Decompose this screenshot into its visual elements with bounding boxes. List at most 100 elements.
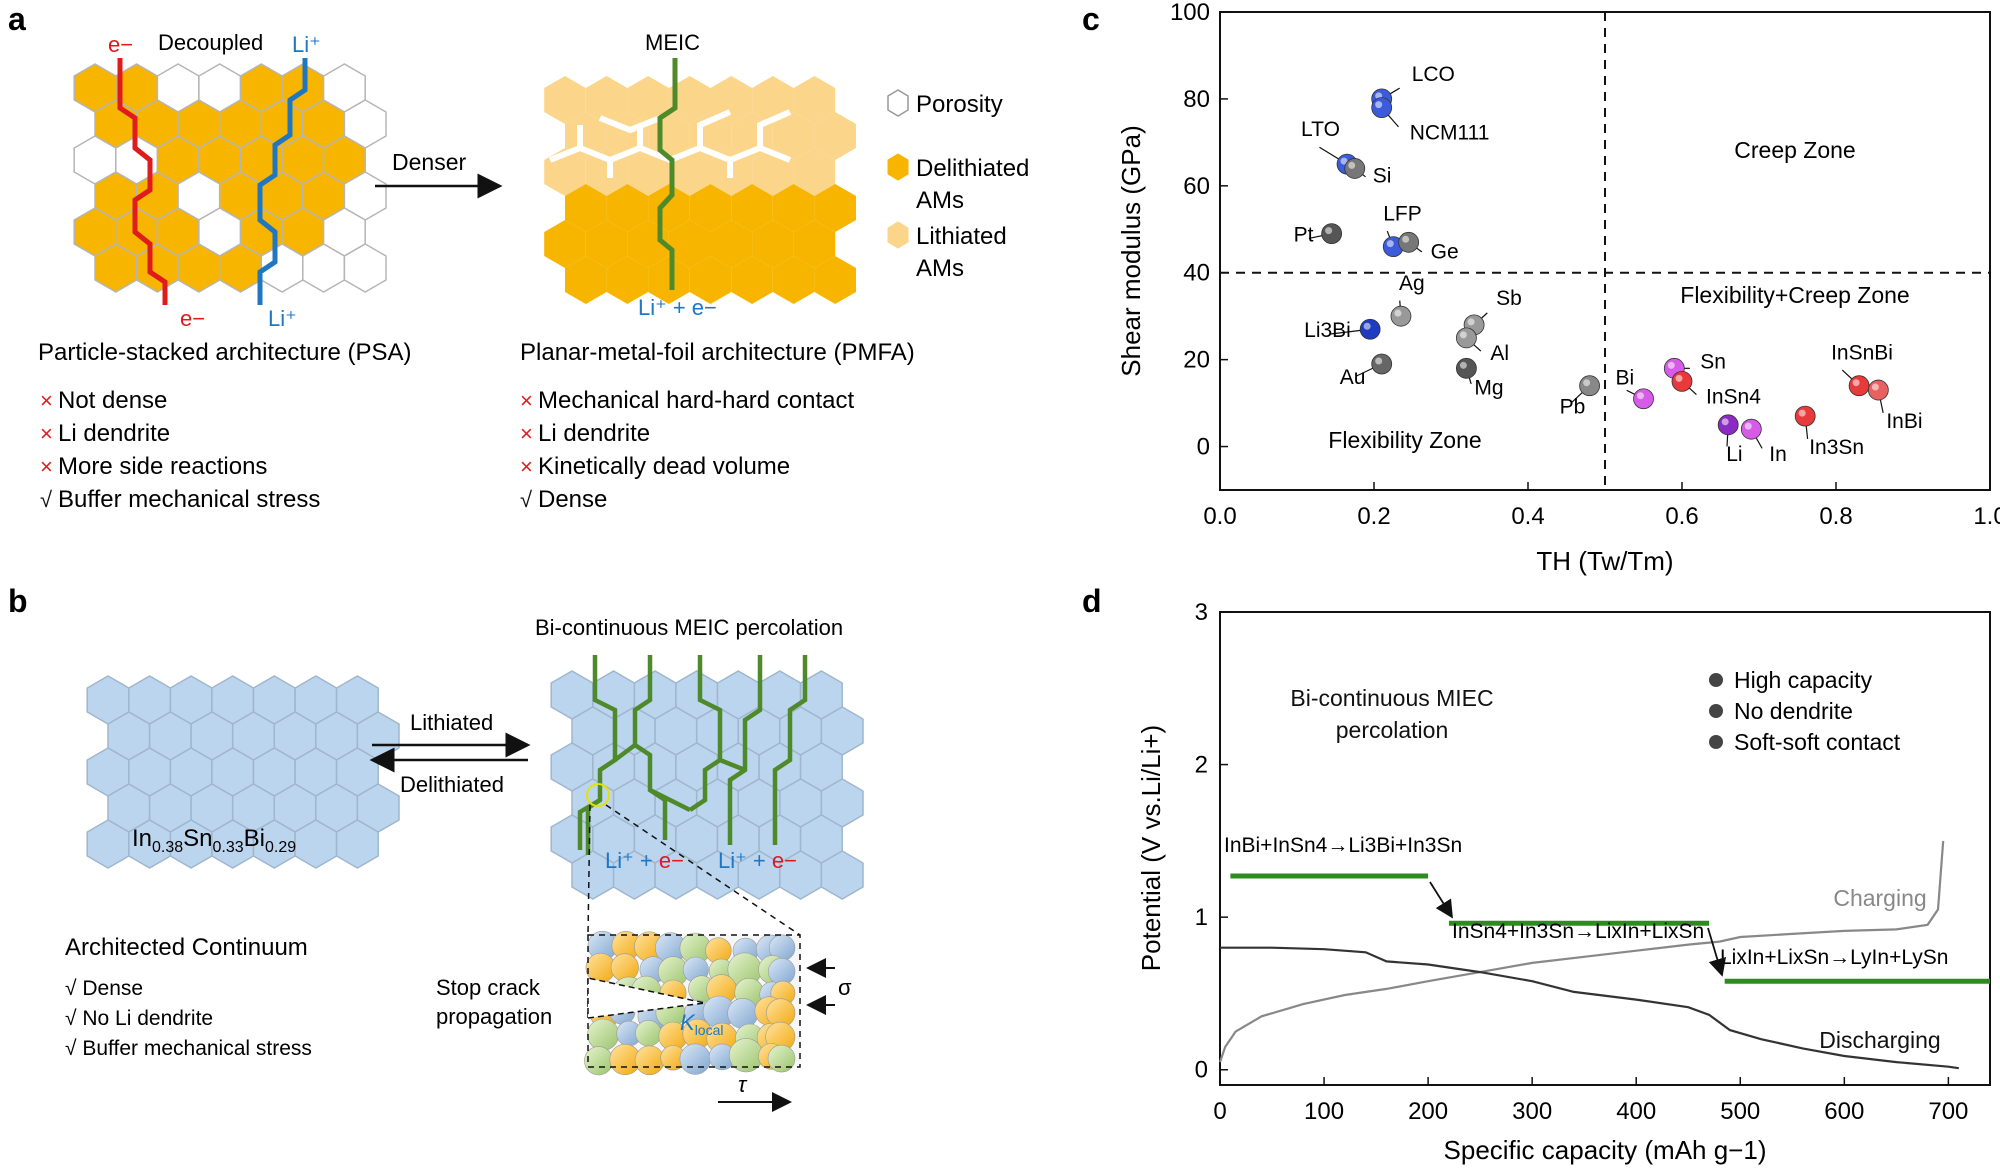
y-tick-label: 100 xyxy=(1170,0,1210,26)
pmfa-hex-cell xyxy=(710,220,753,268)
data-point xyxy=(1717,414,1739,436)
point-label: Bi xyxy=(1616,367,1635,390)
x-tick-label: 0.8 xyxy=(1819,503,1852,530)
ion-path xyxy=(257,58,308,305)
pmfa-hex-cell xyxy=(606,184,649,232)
shear-modulus-chart: 0.0 0.2 0.4 0.6 0.8 1.0 0 20 40 60 80 100 Creep Zone… xyxy=(1116,0,2000,576)
point-label: InSnBi xyxy=(1831,342,1893,365)
point-label: NCM111 xyxy=(1410,122,1490,145)
point-highlight xyxy=(1348,161,1356,169)
pmfa-hex-cell xyxy=(731,184,773,232)
data-point xyxy=(1390,305,1412,327)
x-tick-label: 1.0 xyxy=(1973,503,2000,530)
denser-label: Denser xyxy=(392,149,466,175)
pmfa-hex-cell xyxy=(585,76,628,124)
x-tick-label: 400 xyxy=(1616,1098,1656,1125)
meic-branch xyxy=(719,757,746,773)
meic-branch xyxy=(727,655,763,845)
particle xyxy=(768,957,796,986)
pmfa-hex-cell xyxy=(668,220,711,268)
point-highlight xyxy=(1402,235,1410,243)
pmfa-hex-cell xyxy=(544,220,586,268)
lithiated-label: Lithiated xyxy=(410,710,493,735)
data-point xyxy=(1579,375,1600,397)
list-mark: √ xyxy=(520,487,533,512)
tau-label: τ xyxy=(738,1072,748,1097)
meic-branch xyxy=(772,655,808,845)
pmfa-hex-cell xyxy=(752,220,794,268)
point-highlight xyxy=(1467,318,1475,326)
y-tick-label: 40 xyxy=(1183,260,1210,287)
point-highlight xyxy=(1363,322,1371,330)
li-e-label-b: Li⁺ + e− xyxy=(718,848,797,873)
particle xyxy=(635,1019,662,1047)
chart-annotation: Bi-continuous MIEC xyxy=(1290,685,1493,711)
legend-delithiated-ams: AMs xyxy=(916,187,964,214)
series-line-charging xyxy=(1218,840,1945,1063)
list-item: Buffer mechanical stress xyxy=(58,486,320,513)
legend-entry: Soft-soft contact xyxy=(1734,729,1901,755)
data-point xyxy=(1794,405,1816,427)
point-label: LFP xyxy=(1383,203,1422,226)
pmfa-hex-cell xyxy=(606,256,649,304)
data-point xyxy=(1456,327,1477,349)
point-label: Li3Bi xyxy=(1304,319,1351,342)
panel-a-legend: Porosity Delithiated AMs Lithiated AMs xyxy=(887,89,1029,282)
pmfa-hex-cell xyxy=(648,256,690,304)
y-tick-label: 1 xyxy=(1195,904,1208,931)
alloy-formula: In0.38Sn0.33Bi0.29 xyxy=(132,825,296,856)
legend-bullet xyxy=(1709,704,1723,718)
zone-label: Flexibility+Creep Zone xyxy=(1680,282,1909,308)
x-tick-label: 600 xyxy=(1824,1098,1864,1125)
point-highlight xyxy=(1459,331,1467,339)
data-point xyxy=(1371,353,1393,375)
point-highlight xyxy=(1637,392,1644,400)
particle xyxy=(767,1044,796,1073)
pmfa-hex-cell xyxy=(814,184,856,232)
pmfa-hex-cell xyxy=(565,256,607,304)
zone-label: Flexibility Zone xyxy=(1328,427,1481,453)
data-point xyxy=(1359,318,1381,340)
list-item: Dense xyxy=(538,486,607,513)
list-mark: √ xyxy=(40,487,53,512)
list-mark: × xyxy=(40,388,53,413)
pmfa-hex-cell xyxy=(689,256,732,304)
porosity-swatch xyxy=(887,89,909,117)
plateau-arrow xyxy=(1707,927,1727,977)
x-tick-label: 200 xyxy=(1408,1098,1448,1125)
legend-bullet xyxy=(1709,673,1723,687)
x-tick-label: 0.4 xyxy=(1511,503,1544,530)
y-tick-label: 20 xyxy=(1183,347,1210,374)
point-highlight xyxy=(1459,361,1467,369)
point-label: LCO xyxy=(1412,63,1455,86)
psa-title: Particle-stacked architecture (PSA) xyxy=(38,339,411,366)
point-label: Au xyxy=(1340,366,1366,389)
electron-top-label: e− xyxy=(108,32,133,57)
crack-tip-marker xyxy=(586,783,610,807)
list-item: Kinetically dead volume xyxy=(538,453,790,480)
pmfa-hex-cell xyxy=(710,76,753,124)
panel-label-b: b xyxy=(8,583,28,619)
zoom-line-right xyxy=(605,804,801,936)
panel-label-d: d xyxy=(1082,583,1102,619)
x-tick-label: 100 xyxy=(1304,1098,1344,1125)
legend-lithiated: Lithiated xyxy=(916,223,1007,250)
pmfa-title: Planar-metal-foil architecture (PMFA) xyxy=(520,339,915,366)
data-point xyxy=(1848,375,1870,397)
point-highlight xyxy=(1375,101,1383,109)
list-item: Li dendrite xyxy=(58,420,170,447)
particle xyxy=(587,1018,620,1051)
pmfa-hex-cell xyxy=(731,256,773,304)
pmfa-hex-cell xyxy=(627,148,669,196)
list-item: Not dense xyxy=(58,387,167,414)
point-highlight xyxy=(1852,379,1860,387)
li-e-bottom-label: Li⁺ + e− xyxy=(638,295,717,320)
meic-percolation-title: Bi-continuous MEIC percolation xyxy=(535,615,843,640)
point-label: LTO xyxy=(1301,118,1340,141)
x-tick-label: 0.6 xyxy=(1665,503,1698,530)
point-label: Pt xyxy=(1294,224,1314,247)
point-label: Ag xyxy=(1399,272,1425,295)
point-label: Sn xyxy=(1700,350,1726,373)
continuum-item-2: √ No Li dendrite xyxy=(65,1007,213,1030)
point-highlight xyxy=(1340,157,1348,165)
